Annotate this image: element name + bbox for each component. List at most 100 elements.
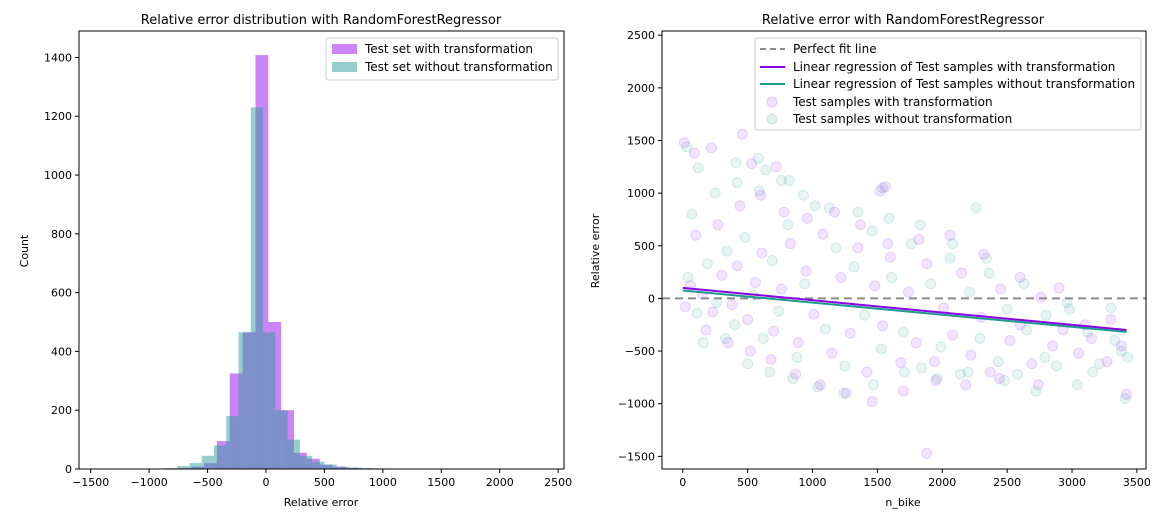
scatter-point-without-transformation [877,182,889,194]
scatter-point-without-transformation [954,368,966,380]
scatter-x-tick-label: 3500 [1123,476,1151,489]
histogram-x-tick-label: 1500 [427,476,455,489]
scatter-point-with-transformation [1032,379,1044,391]
histogram-legend: Test set with transformation Test set wi… [325,37,559,81]
scatter-y-tick-label: −1000 [618,398,655,411]
scatter-x-tick-label: 2500 [993,476,1021,489]
scatter-point-without-transformation [721,245,733,257]
legend-label-regression-with: Linear regression of Test samples with t… [793,60,1115,74]
histogram-title: Relative error distribution with RandomF… [141,13,502,28]
scatter-plot-frame [661,30,1147,470]
histogram-y-tick-label: 400 [51,345,72,358]
scatter-point-with-transformation [814,379,826,391]
scatter-point-with-transformation [775,283,787,295]
scatter-point-with-transformation [852,242,864,254]
scatter-point-with-transformation [960,379,972,391]
scatter-point-with-transformation [679,301,691,313]
scatter-point-with-transformation [965,349,977,361]
scatter-y-ticks: −1500 −1000 −500 0 500 1000 1500 2000 2500 [618,29,662,463]
histogram-bar-without-transformation [189,463,202,469]
scatter-points [678,128,1134,459]
scatter-point-with-transformation [765,354,777,365]
scatter-legend-box [754,37,1142,131]
scatter-point-without-transformation [875,343,887,355]
scatter-x-ticks: 0 500 1000 1500 2000 2500 3000 3500 [679,469,1151,489]
scatter-point-with-transformation [897,385,909,397]
histogram-plot-frame [78,30,565,470]
scatter-point-without-transformation [905,238,917,250]
scatter-point-with-transformation [978,248,990,260]
histogram-x-tick-label: −500 [192,476,222,489]
scatter-point-with-transformation [1086,332,1098,344]
scatter-y-tick-label: 1000 [627,187,655,200]
scatter-point-without-transformation [752,152,764,164]
histogram-y-tick-label: 800 [51,228,72,241]
scatter-y-tick-label: −500 [625,345,655,358]
scatter-point-without-transformation [729,319,741,331]
scatter-chart: 0 500 1000 1500 2000 2500 3000 3500 −1500−1000−… [589,13,1151,509]
scatter-point-without-transformation [739,231,751,243]
scatter-point-without-transformation [720,332,732,344]
scatter-point-with-transformation [1004,335,1016,347]
scatter-point-without-transformation [935,341,947,353]
regression-line-with-transformation [682,286,1127,332]
histogram-y-tick-label: 1000 [44,169,72,182]
scatter-point-with-transformation [1047,340,1059,352]
scatter-point-with-transformation [930,375,942,387]
scatter-point-without-transformation [709,187,721,199]
histogram-bar-without-transformation [275,410,288,469]
scatter-point-with-transformation [874,185,886,197]
scatter-point-with-transformation [921,447,933,459]
histogram-y-ticks: 0 200 400 600 800 1000 1200 1400 [44,51,79,476]
scatter-x-tick-label: 0 [679,476,686,489]
scatter-point-without-transformation [1063,303,1075,315]
scatter-point-with-transformation [712,219,724,231]
histogram-bar-without-transformation [238,332,251,469]
scatter-point-with-transformation [808,308,820,320]
scatter-point-without-transformation [1122,351,1134,363]
scatter-point-without-transformation [1087,366,1099,378]
scatter-x-tick-label: 1000 [799,476,827,489]
histogram-x-axis-label: Relative error [284,496,359,509]
scatter-point-without-transformation [701,258,713,270]
scatter-y-tick-label: −1500 [618,450,655,463]
histogram-bar-without-transformation [336,466,349,469]
scatter-point-without-transformation [753,185,765,197]
scatter-point-without-transformation [916,362,928,374]
legend-marker-samples-with [766,96,778,108]
histogram-y-tick-label: 1200 [44,110,72,123]
scatter-point-with-transformation [744,345,756,357]
scatter-point-with-transformation [768,325,780,337]
histogram-y-tick-label: 1400 [44,51,72,64]
scatter-point-without-transformation [787,372,799,384]
legend-marker-samples-without [766,113,778,125]
scatter-point-without-transformation [681,141,693,153]
scatter-x-tick-label: 2000 [928,476,956,489]
scatter-point-without-transformation [858,309,870,321]
scatter-point-without-transformation [757,332,769,344]
scatter-point-with-transformation [800,265,812,277]
scatter-point-with-transformation [879,181,891,193]
scatter-point-without-transformation [947,238,959,250]
histogram-x-tick-label: −1500 [72,476,109,489]
scatter-y-tick-label: 500 [634,240,655,253]
scatter-point-without-transformation [799,278,811,290]
scatter-point-without-transformation [782,219,794,231]
scatter-point-without-transformation [823,202,835,214]
scatter-point-with-transformation [716,269,728,281]
scatter-point-with-transformation [690,229,702,241]
scatter-point-without-transformation [698,337,710,349]
histogram-bar-without-transformation [312,461,325,469]
scatter-point-without-transformation [1001,303,1013,315]
scatter-point-without-transformation [852,206,864,218]
histogram-x-tick-label: 500 [314,476,335,489]
scatter-point-with-transformation [1073,347,1085,359]
scatter-point-with-transformation [784,238,796,250]
scatter-x-tick-label: 1500 [863,476,891,489]
scatter-point-with-transformation [928,356,940,368]
scatter-point-with-transformation [910,337,922,349]
histogram-y-axis-label: Count [18,234,31,267]
scatter-point-without-transformation [1021,324,1033,336]
scatter-point-with-transformation [956,267,968,279]
